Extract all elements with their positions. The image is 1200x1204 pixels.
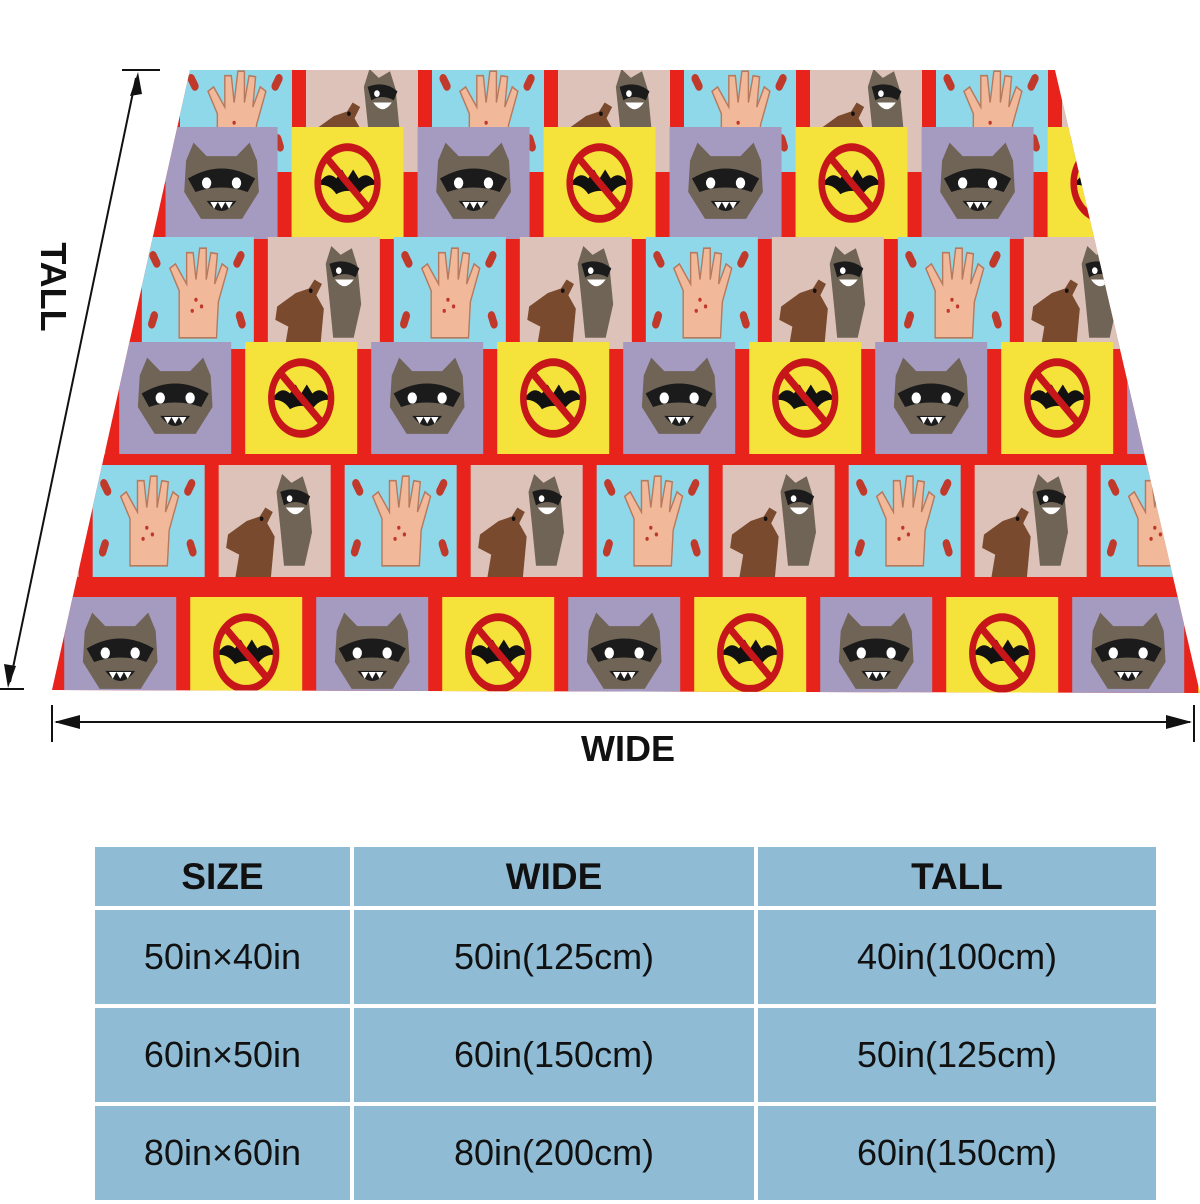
- hand-tile: [1148, 236, 1200, 350]
- size-table-header-row: SIZE WIDE TALL: [95, 847, 1156, 906]
- tall-cell: 60in(150cm): [758, 1106, 1156, 1200]
- raccoon-tile: [921, 127, 1034, 239]
- raccoon-tile: [316, 597, 429, 693]
- raccoon-tile: [1072, 597, 1185, 693]
- raccoon-tile: [820, 597, 933, 693]
- tall-dimension-line: [0, 69, 160, 690]
- hand-tile: [847, 464, 962, 578]
- raccoon-tile: [119, 342, 232, 454]
- nobat-tile: [190, 597, 302, 709]
- hand-tile: [91, 464, 206, 578]
- size-cell: 50in×40in: [95, 910, 350, 1004]
- raccoon-tile: [371, 342, 484, 454]
- dog-tile: [54, 70, 166, 172]
- blanket-illustration: [0, 60, 1200, 742]
- raccoon-tile: [0, 127, 26, 239]
- table-row: 80in×60in 80in(200cm) 60in(150cm): [95, 1106, 1156, 1200]
- tall-cell: 40in(100cm): [758, 910, 1156, 1004]
- wide-cell: 80in(200cm): [354, 1106, 754, 1200]
- raccoon-tile: [669, 127, 782, 239]
- nobat-tile: [544, 127, 656, 239]
- table-row: 60in×50in 60in(150cm) 50in(125cm): [95, 1008, 1156, 1102]
- dog-tile: [218, 465, 331, 577]
- size-table: SIZE WIDE TALL 50in×40in 50in(125cm) 40i…: [91, 843, 1160, 1204]
- nobat-tile: [0, 342, 105, 454]
- dog-tile: [974, 465, 1087, 577]
- size-cell: 60in×50in: [95, 1008, 350, 1102]
- tall-label: TALL: [33, 242, 74, 332]
- nobat-tile: [1048, 127, 1160, 239]
- hand-tile: [0, 237, 2, 349]
- nobat-tile: [946, 597, 1058, 709]
- dog-tile: [771, 237, 884, 349]
- raccoon-tile: [417, 127, 530, 239]
- raccoon-tile: [875, 342, 988, 454]
- dog-tile: [1023, 237, 1136, 349]
- header-size: SIZE: [95, 847, 350, 906]
- nobat-tile: [245, 342, 357, 454]
- raccoon-tile: [623, 342, 736, 454]
- dog-tile: [519, 237, 632, 349]
- nobat-tile: [694, 597, 806, 709]
- hand-tile: [392, 236, 507, 350]
- blanket-diagram: [0, 60, 1200, 742]
- raccoon-tile: [568, 597, 681, 693]
- hand-tile: [1187, 70, 1200, 173]
- nobat-tile: [796, 127, 908, 239]
- dog-tile: [470, 465, 583, 577]
- header-tall: TALL: [758, 847, 1156, 906]
- hand-tile: [140, 236, 255, 350]
- hand-tile: [595, 464, 710, 578]
- hand-tile: [644, 236, 759, 350]
- hand-tile: [896, 236, 1011, 350]
- raccoon-tile: [64, 597, 177, 693]
- nobat-tile: [442, 597, 554, 709]
- dog-tile: [52, 465, 79, 577]
- hand-tile: [1099, 464, 1200, 578]
- wide-cell: 50in(125cm): [354, 910, 754, 1004]
- hand-tile: [343, 464, 458, 578]
- tall-cell: 50in(125cm): [758, 1008, 1156, 1102]
- size-cell: 80in×60in: [95, 1106, 350, 1200]
- nobat-tile: [40, 127, 152, 239]
- table-row: 50in×40in 50in(125cm) 40in(100cm): [95, 910, 1156, 1004]
- dog-tile: [722, 465, 835, 577]
- wide-dimension-line: [51, 705, 1195, 742]
- raccoon-tile: [1173, 127, 1200, 239]
- dog-tile: [267, 237, 380, 349]
- nobat-tile: [292, 127, 404, 239]
- header-wide: WIDE: [354, 847, 754, 906]
- raccoon-tile: [165, 127, 278, 239]
- raccoon-tile: [1127, 342, 1200, 454]
- nobat-tile: [497, 342, 609, 454]
- wide-cell: 60in(150cm): [354, 1008, 754, 1102]
- nobat-tile: [749, 342, 861, 454]
- dog-tile: [1062, 70, 1174, 172]
- wide-label: WIDE: [581, 728, 675, 769]
- nobat-tile: [1001, 342, 1113, 454]
- hand-tile: [0, 60, 40, 172]
